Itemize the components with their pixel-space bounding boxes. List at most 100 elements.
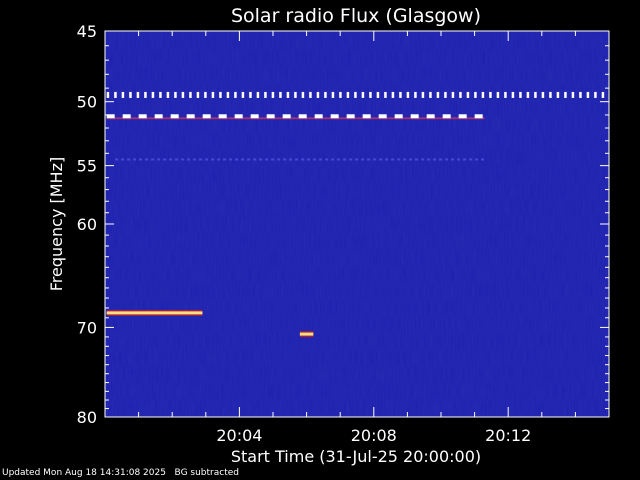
feature-mark (151, 91, 155, 98)
feature-mark (294, 91, 297, 98)
feature-mark (339, 91, 342, 98)
feature-mark (181, 91, 185, 98)
feature-mark (299, 332, 314, 336)
feature-mark (429, 91, 432, 98)
y-tick-label: 50 (77, 93, 97, 112)
feature-mark (186, 114, 195, 119)
feature-mark (489, 91, 492, 98)
feature-mark (202, 114, 211, 119)
feature-mark (466, 91, 470, 98)
feature-mark (316, 91, 320, 98)
feature-mark (256, 91, 260, 98)
feature-mark (250, 114, 259, 119)
chart-title: Solar radio Flux (Glasgow) (231, 5, 481, 27)
feature-mark (519, 91, 522, 98)
feature-mark (579, 91, 582, 98)
feature-mark (234, 91, 237, 98)
feature-mark (346, 114, 355, 119)
feature-mark (174, 91, 177, 98)
feature-mark (410, 114, 419, 119)
y-tick-label: 60 (77, 215, 97, 234)
feature-mark (219, 91, 222, 98)
feature-mark (378, 114, 387, 119)
feature-mark (271, 91, 275, 98)
feature-0 (106, 91, 605, 98)
feature-mark (556, 91, 560, 98)
feature-mark (331, 91, 335, 98)
feature-mark (414, 91, 417, 98)
feature-mark (136, 91, 140, 98)
feature-mark (298, 114, 307, 119)
feature-mark (189, 91, 192, 98)
feature-mark (286, 91, 290, 98)
feature-mark (459, 91, 462, 98)
feature-mark (549, 91, 552, 98)
x-axis: 20:04 20:08 20:12 (138, 31, 576, 445)
feature-mark (241, 91, 245, 98)
feature-mark (234, 114, 243, 119)
feature-mark (154, 114, 163, 119)
feature-mark (391, 91, 395, 98)
feature-mark (309, 91, 312, 98)
feature-mark (114, 91, 117, 98)
feature-mark (301, 91, 305, 98)
feature-mark (204, 91, 207, 98)
feature-mark (354, 91, 357, 98)
feature-mark (474, 114, 483, 119)
feature-mark (541, 91, 545, 98)
x-tick-label: 20:12 (485, 426, 531, 445)
feature-mark (444, 91, 447, 98)
x-axis-label: Start Time (31-Jul-25 20:00:00) (231, 447, 481, 466)
feature-mark (106, 311, 203, 315)
x-tick-label: 20:08 (351, 426, 397, 445)
feature-mark (129, 91, 132, 98)
feature-mark (106, 91, 110, 98)
y-tick-label: 70 (77, 318, 97, 337)
feature-mark (526, 91, 530, 98)
feature-mark (144, 91, 147, 98)
feature-mark (406, 91, 410, 98)
feature-mark (264, 91, 267, 98)
feature-mark (346, 91, 350, 98)
feature-mark (361, 91, 365, 98)
feature-1 (106, 114, 485, 120)
feature-mark (279, 91, 282, 98)
feature-mark (122, 114, 131, 119)
feature-mark (314, 114, 323, 119)
feature-mark (458, 114, 467, 119)
feature-mark (534, 91, 537, 98)
feature-mark (266, 114, 275, 119)
feature-mark (564, 91, 567, 98)
footer: Updated Mon Aug 18 14:31:08 2025 BG subt… (2, 468, 239, 478)
feature-mark (218, 114, 227, 119)
feature-mark (211, 91, 215, 98)
feature-3 (106, 309, 203, 316)
feature-mark (376, 91, 380, 98)
feature-mark (196, 91, 200, 98)
feature-mark (369, 91, 372, 98)
feature-mark (121, 91, 125, 98)
y-tick-label: 55 (77, 157, 97, 176)
y-tick-label: 80 (77, 408, 97, 427)
feature-mark (571, 91, 575, 98)
y-tick-label: 45 (77, 22, 97, 41)
feature-mark (394, 114, 403, 119)
feature-mark (442, 114, 451, 119)
feature-mark (159, 91, 162, 98)
y-axis: 45 50 55 60 70 80 (77, 22, 609, 427)
feature-mark (474, 91, 477, 98)
bg-subtracted-note: BG subtracted (174, 468, 239, 478)
feature-4 (299, 331, 314, 338)
feature-mark (249, 91, 252, 98)
y-axis-label: Frequency [MHz] (47, 157, 66, 291)
feature-mark (496, 91, 500, 98)
feature-mark (282, 114, 291, 119)
feature-mark (384, 91, 387, 98)
feature-mark (511, 91, 515, 98)
x-tick-label: 20:04 (216, 426, 262, 445)
feature-mark (138, 114, 147, 119)
feature-mark (426, 114, 435, 119)
feature-mark (399, 91, 402, 98)
feature-mark (330, 114, 339, 119)
feature-mark (601, 91, 605, 98)
